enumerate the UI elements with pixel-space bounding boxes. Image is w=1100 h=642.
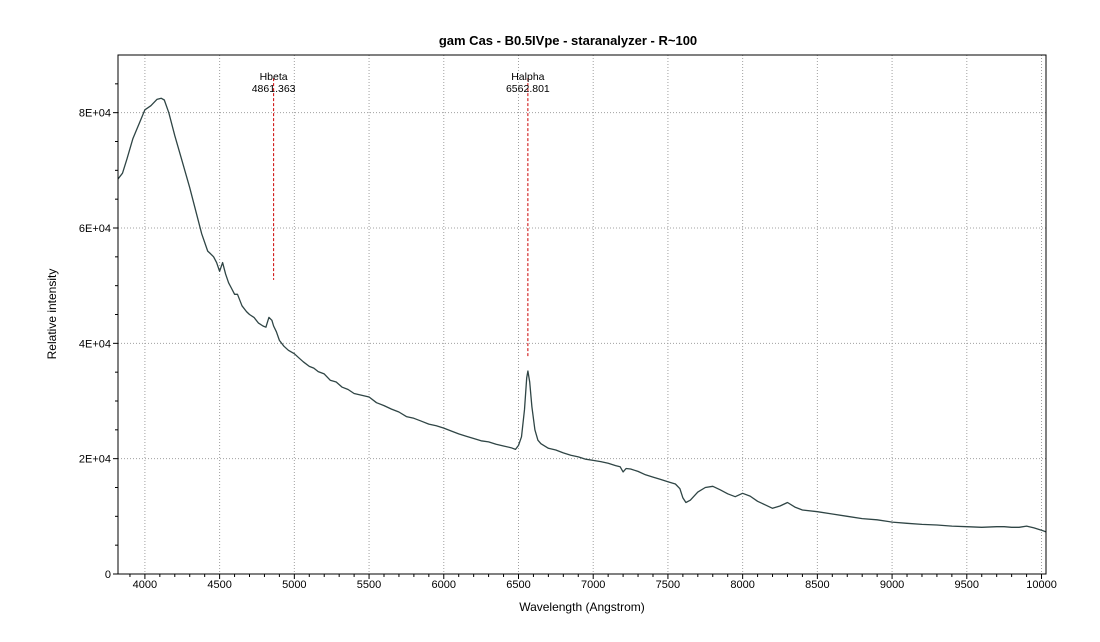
x-tick-label: 7500: [656, 579, 680, 591]
annotation-wavelength: 4861.363: [252, 83, 296, 95]
y-axis-label: Relative intensity: [45, 269, 59, 360]
series-layer: [117, 97, 1047, 533]
x-tick-label: 6000: [432, 579, 456, 591]
y-tick-label: 2E+04: [79, 454, 111, 466]
chart-title: gam Cas - B0.5IVpe - staranalyzer - R~10…: [439, 33, 697, 48]
x-tick-label: 9500: [955, 579, 979, 591]
annotation-name: Hbeta: [260, 71, 288, 83]
y-tick-label: 0: [105, 569, 111, 581]
x-tick-label: 9000: [880, 579, 904, 591]
annotation-wavelength: 6562.801: [506, 83, 550, 95]
x-tick-label: 8500: [805, 579, 829, 591]
x-tick-label: 5000: [282, 579, 306, 591]
axis-ticks: 4000 4500 5000 5500 6000 6500 7000 7500 8000 8500…: [79, 83, 1057, 591]
annotation-name: Halpha: [511, 71, 544, 83]
y-tick-label: 4E+04: [79, 338, 111, 350]
x-tick-label: 8000: [730, 579, 754, 591]
x-tick-label: 5500: [357, 579, 381, 591]
y-tick-label: 6E+04: [79, 223, 111, 235]
x-tick-label: 6500: [506, 579, 530, 591]
x-tick-label: 4000: [133, 579, 157, 591]
spectrum-series-line: [117, 97, 1047, 533]
x-tick-label: 4500: [207, 579, 231, 591]
grid: [118, 55, 1046, 574]
x-tick-label: 7000: [581, 579, 605, 591]
x-tick-label: 10000: [1026, 579, 1057, 591]
x-axis-label: Wavelength (Angstrom): [519, 600, 645, 614]
y-tick-label: 8E+04: [79, 108, 111, 120]
